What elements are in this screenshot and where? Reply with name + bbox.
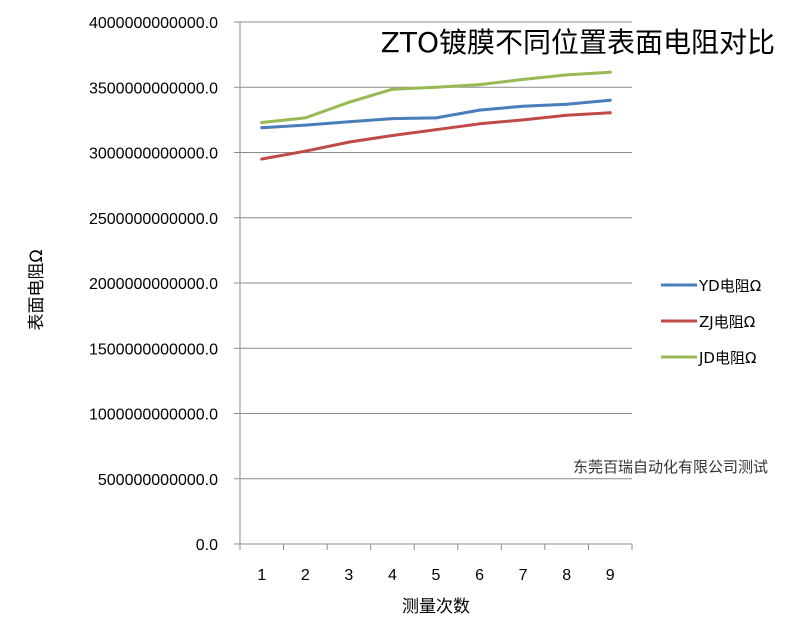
x-tick-label: 4 bbox=[388, 567, 397, 584]
legend-label-1: ZJ电阻Ω bbox=[699, 313, 755, 331]
data-point bbox=[434, 85, 438, 89]
data-point bbox=[347, 120, 351, 124]
y-axis-title: 表面电阻Ω bbox=[27, 250, 47, 331]
x-tick-labels: 1 2 3 4 5 6 7 8 9 bbox=[257, 567, 614, 584]
data-point bbox=[608, 98, 612, 102]
data-point bbox=[478, 108, 482, 112]
data-point bbox=[260, 126, 264, 130]
y-tick-labels: 0.0 500000000000.0 1000000000000.0 15000000… bbox=[89, 15, 218, 554]
y-tick-label: 3000000000000.0 bbox=[89, 146, 218, 163]
data-point bbox=[390, 134, 394, 138]
data-point bbox=[478, 83, 482, 87]
y-tick-label: 500000000000.0 bbox=[98, 472, 218, 489]
data-point bbox=[434, 128, 438, 132]
data-point bbox=[521, 104, 525, 108]
data-point bbox=[608, 111, 612, 115]
data-point bbox=[347, 140, 351, 144]
annotation-text: 东莞百瑞自动化有限公司测试 bbox=[573, 458, 768, 476]
series-lines bbox=[260, 70, 612, 161]
x-tick-label: 3 bbox=[344, 567, 353, 584]
data-point bbox=[303, 149, 307, 153]
legend-label-2: JD电阻Ω bbox=[698, 349, 756, 367]
y-tick-label: 0.0 bbox=[196, 537, 218, 554]
y-tick-label: 3500000000000.0 bbox=[89, 80, 218, 97]
data-point bbox=[303, 123, 307, 127]
data-point bbox=[608, 70, 612, 74]
x-tick-label: 2 bbox=[301, 567, 310, 584]
data-point bbox=[521, 118, 525, 122]
legend: YD电阻Ω ZJ电阻Ω JD电阻Ω bbox=[661, 277, 761, 367]
x-tick-label: 1 bbox=[257, 567, 266, 584]
y-tick-label: 1000000000000.0 bbox=[89, 407, 218, 424]
data-point bbox=[303, 116, 307, 120]
data-point bbox=[390, 87, 394, 91]
data-point bbox=[390, 117, 394, 121]
data-point bbox=[478, 122, 482, 126]
data-point bbox=[347, 100, 351, 104]
x-tick-label: 8 bbox=[562, 567, 571, 584]
x-tick-label: 5 bbox=[432, 567, 441, 584]
chart-title: ZTO镀膜不同位置表面电阻对比 bbox=[381, 26, 775, 59]
data-point bbox=[565, 113, 569, 117]
legend-label-0: YD电阻Ω bbox=[698, 277, 761, 295]
x-tick-label: 7 bbox=[519, 567, 528, 584]
data-point bbox=[260, 120, 264, 124]
data-point bbox=[434, 116, 438, 120]
data-point bbox=[521, 77, 525, 81]
y-tick-label: 1500000000000.0 bbox=[89, 341, 218, 358]
y-tick-label: 2000000000000.0 bbox=[89, 276, 218, 293]
axes bbox=[239, 22, 633, 550]
data-point bbox=[565, 73, 569, 77]
x-tick-label: 9 bbox=[606, 567, 615, 584]
x-tick-label: 6 bbox=[475, 567, 484, 584]
y-tick-label: 4000000000000.0 bbox=[89, 15, 218, 32]
x-axis-title: 测量次数 bbox=[402, 597, 470, 617]
data-point bbox=[565, 102, 569, 106]
data-point bbox=[260, 157, 264, 161]
y-tick-label: 2500000000000.0 bbox=[89, 211, 218, 228]
